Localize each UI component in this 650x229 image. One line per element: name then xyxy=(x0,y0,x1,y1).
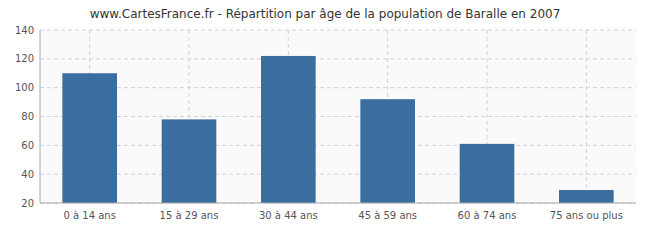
bar xyxy=(559,190,614,203)
x-tick-label: 75 ans ou plus xyxy=(550,210,623,221)
bar xyxy=(62,73,117,203)
y-tick-label: 120 xyxy=(15,53,34,64)
x-tick-label: 15 à 29 ans xyxy=(160,210,219,221)
grid-line-y xyxy=(40,30,636,31)
bar xyxy=(360,99,415,203)
plot-background xyxy=(40,30,636,203)
y-tick-label: 100 xyxy=(15,82,34,93)
chart-container: www.CartesFrance.fr - Répartition par âg… xyxy=(0,0,650,229)
chart-svg: www.CartesFrance.fr - Répartition par âg… xyxy=(0,0,650,229)
chart-title: www.CartesFrance.fr - Répartition par âg… xyxy=(90,7,561,21)
y-tick-label: 40 xyxy=(21,169,34,180)
y-tick-label: 60 xyxy=(21,140,34,151)
y-tick-label: 20 xyxy=(21,198,34,209)
x-tick-label: 0 à 14 ans xyxy=(63,210,115,221)
bar xyxy=(261,56,316,203)
bars xyxy=(62,56,613,203)
bar xyxy=(460,144,515,203)
y-tick-label: 140 xyxy=(15,25,34,36)
grid xyxy=(40,30,636,203)
x-tick-label: 45 à 59 ans xyxy=(358,210,417,221)
grid-line-y xyxy=(40,87,636,88)
grid-line-y xyxy=(40,145,636,146)
y-axis-line xyxy=(40,30,41,203)
x-tick-label: 60 à 74 ans xyxy=(458,210,517,221)
grid-line-y xyxy=(40,174,636,175)
x-tick-label: 30 à 44 ans xyxy=(259,210,318,221)
grid-line-x xyxy=(586,30,587,203)
bar xyxy=(162,119,217,203)
grid-line-y xyxy=(40,58,636,59)
grid-line-y xyxy=(40,203,636,204)
y-tick-label: 80 xyxy=(21,111,34,122)
x-axis-line xyxy=(40,203,636,204)
grid-line-y xyxy=(40,116,636,117)
